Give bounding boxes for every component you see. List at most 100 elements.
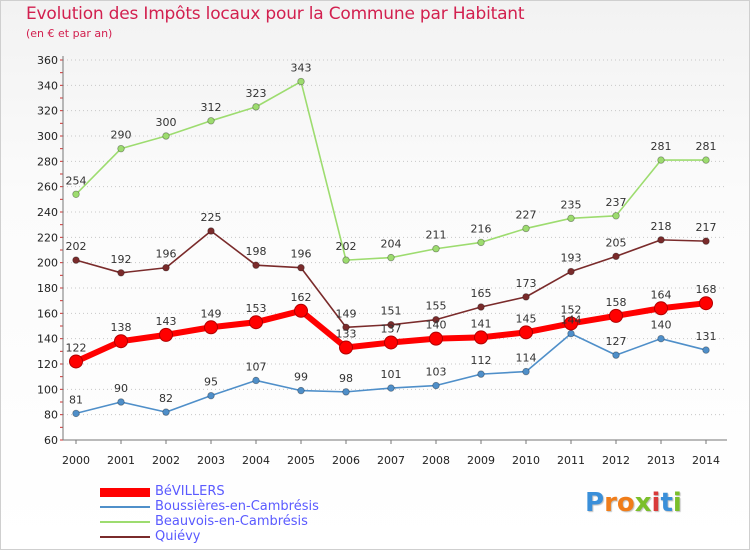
x-tick-label: 2014: [692, 454, 720, 467]
data-label: 138: [111, 321, 132, 334]
legend-swatch-beauvois: [100, 520, 150, 523]
y-tick-label: 300: [37, 130, 58, 143]
y-tick-label: 360: [37, 54, 58, 67]
data-label: 82: [159, 392, 173, 405]
legend-label-beauvois: Beauvois-en-Cambrésis: [155, 514, 308, 529]
data-label: 165: [471, 287, 492, 300]
x-tick-label: 2007: [377, 454, 405, 467]
data-label: 114: [516, 352, 537, 365]
x-tick-label: 2011: [557, 454, 585, 467]
data-label: 216: [471, 222, 492, 235]
data-point: [387, 253, 395, 262]
data-label: 131: [696, 330, 717, 343]
data-point: [429, 331, 443, 346]
data-point: [567, 329, 575, 338]
x-tick-label: 2013: [647, 454, 675, 467]
data-label: 149: [201, 307, 222, 320]
data-point: [159, 327, 173, 342]
x-tick-label: 2003: [197, 454, 225, 467]
data-point: [519, 325, 533, 340]
legend-swatch-boussieres: [100, 505, 150, 508]
data-point: [117, 269, 125, 277]
data-label: 143: [156, 315, 177, 328]
data-point: [294, 303, 308, 318]
series-line: [75, 80, 707, 261]
logo-letter: o: [616, 488, 635, 518]
data-label: 112: [471, 354, 492, 367]
y-tick-label: 60: [44, 434, 58, 447]
data-point: [252, 103, 260, 111]
data-point: [657, 156, 665, 164]
data-label: 144: [561, 314, 582, 327]
data-point: [654, 301, 668, 316]
data-label: 217: [696, 221, 717, 234]
data-point: [72, 190, 80, 198]
data-point: [297, 77, 305, 86]
data-label: 225: [201, 211, 222, 224]
data-point: [207, 391, 215, 400]
data-label: 90: [114, 382, 128, 395]
data-label: 101: [381, 368, 402, 381]
data-label: 133: [336, 328, 357, 341]
data-point: [72, 409, 80, 418]
data-label: 202: [66, 240, 87, 253]
data-label: 151: [381, 305, 402, 318]
data-label: 145: [516, 312, 537, 325]
proxiti-logo: Proxiti: [585, 488, 682, 518]
legend-swatch-quievy: [100, 535, 150, 538]
data-label: 218: [651, 220, 672, 233]
chart-subtitle: (en € et par an): [26, 27, 113, 40]
logo-letter: t: [660, 488, 673, 518]
data-label: 192: [111, 253, 132, 266]
data-label: 140: [651, 319, 672, 332]
data-label: 153: [246, 302, 267, 315]
data-point: [522, 224, 530, 233]
data-point: [699, 296, 713, 311]
data-point: [384, 335, 398, 350]
data-point: [477, 238, 485, 247]
data-point: [657, 334, 665, 343]
legend-label-quievy: Quiévy: [155, 529, 201, 544]
data-point: [207, 227, 215, 235]
logo-letter: P: [585, 488, 605, 518]
x-tick-label: 2010: [512, 454, 540, 467]
data-point: [117, 144, 125, 153]
data-label: 281: [651, 140, 672, 153]
data-label: 227: [516, 208, 537, 221]
data-label: 211: [426, 229, 447, 242]
x-tick-label: 2002: [152, 454, 180, 467]
data-label: 99: [294, 371, 308, 384]
data-point: [657, 236, 665, 244]
x-tick-label: 2008: [422, 454, 450, 467]
x-tick-label: 2000: [62, 454, 90, 467]
y-tick-label: 240: [37, 206, 58, 219]
chart-title: Evolution des Impôts locaux pour la Comm…: [26, 4, 525, 24]
data-point: [297, 386, 305, 395]
data-label: 95: [204, 376, 218, 389]
data-point: [612, 351, 620, 359]
x-tick-label: 2001: [107, 454, 135, 467]
legend-swatch-bevillers: [100, 487, 150, 497]
data-label: 254: [66, 174, 87, 187]
data-label: 196: [291, 248, 312, 261]
logo-letter: x: [634, 488, 652, 518]
data-label: 127: [606, 335, 627, 348]
data-label: 98: [339, 372, 353, 385]
data-point: [432, 381, 440, 390]
y-tick-label: 160: [37, 307, 58, 320]
y-tick-label: 140: [37, 333, 58, 346]
y-tick-label: 260: [37, 181, 58, 194]
data-point: [387, 384, 395, 392]
data-label: 196: [156, 248, 177, 261]
data-point: [702, 156, 710, 164]
data-point: [522, 293, 530, 301]
x-tick-label: 2004: [242, 454, 270, 467]
y-tick-label: 120: [37, 358, 58, 371]
data-point: [342, 388, 350, 396]
data-label: 103: [426, 366, 447, 379]
data-label: 81: [69, 393, 83, 406]
data-point: [162, 132, 170, 140]
data-point: [522, 367, 530, 376]
